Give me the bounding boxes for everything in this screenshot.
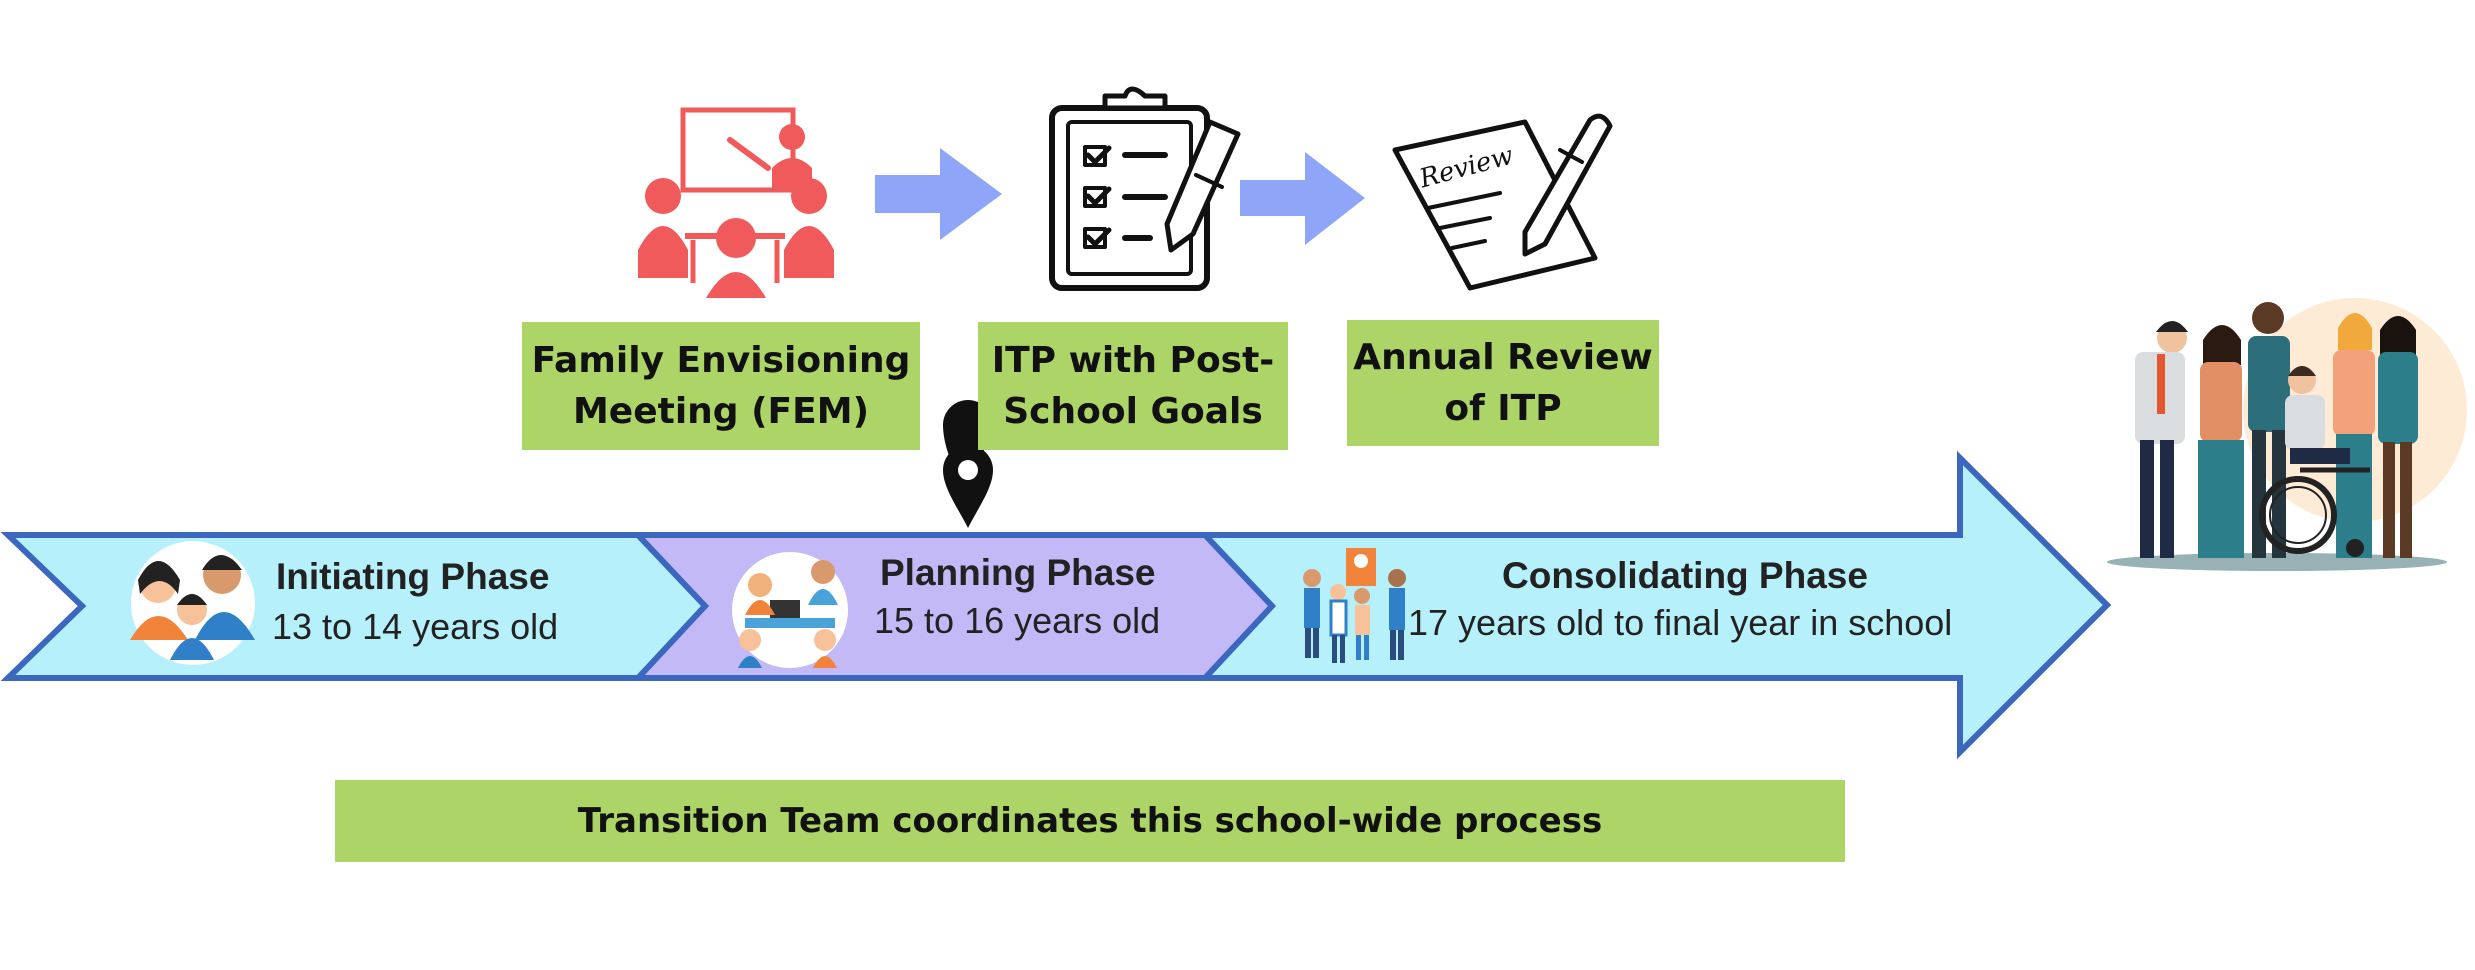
step-fem-box: Family Envisioning Meeting (FEM) <box>522 322 920 450</box>
step-fem-line1: Family Envisioning <box>531 340 911 381</box>
checklist-clipboard-icon <box>1049 86 1241 291</box>
step-itp-box: ITP with Post- School Goals <box>978 322 1288 450</box>
students-presentation-icon <box>1303 548 1406 663</box>
family-group-icon <box>130 541 255 665</box>
consolidating-phase-subtitle: 17 years old to final year in school <box>1408 602 1953 643</box>
planning-phase-subtitle: 15 to 16 years old <box>874 600 1161 641</box>
consolidating-phase-title: Consolidating Phase <box>1502 555 1868 596</box>
meeting-presentation-icon <box>638 107 834 298</box>
step-review-box: Annual Review of ITP <box>1347 320 1659 446</box>
step-review-line2: of ITP <box>1444 388 1562 429</box>
step-fem-line2: Meeting (FEM) <box>572 391 870 432</box>
flow-arrow-icon <box>875 148 1002 240</box>
team-illustration <box>2107 298 2467 571</box>
step-review-line1: Annual Review <box>1353 337 1653 378</box>
banner-text: Transition Team coordinates this school-… <box>577 801 1603 841</box>
flow-arrow-icon <box>1240 152 1365 245</box>
step-itp-line1: ITP with Post- <box>991 340 1275 381</box>
initiating-phase-title: Initiating Phase <box>276 556 550 597</box>
transition-team-banner: Transition Team coordinates this school-… <box>335 780 1845 862</box>
review-document-pen-icon: Review <box>1392 113 1613 291</box>
planning-phase-title: Planning Phase <box>880 552 1156 593</box>
step-itp-line2: School Goals <box>1003 391 1263 432</box>
initiating-phase-subtitle: 13 to 14 years old <box>272 606 559 647</box>
planning-table-icon <box>732 552 848 668</box>
